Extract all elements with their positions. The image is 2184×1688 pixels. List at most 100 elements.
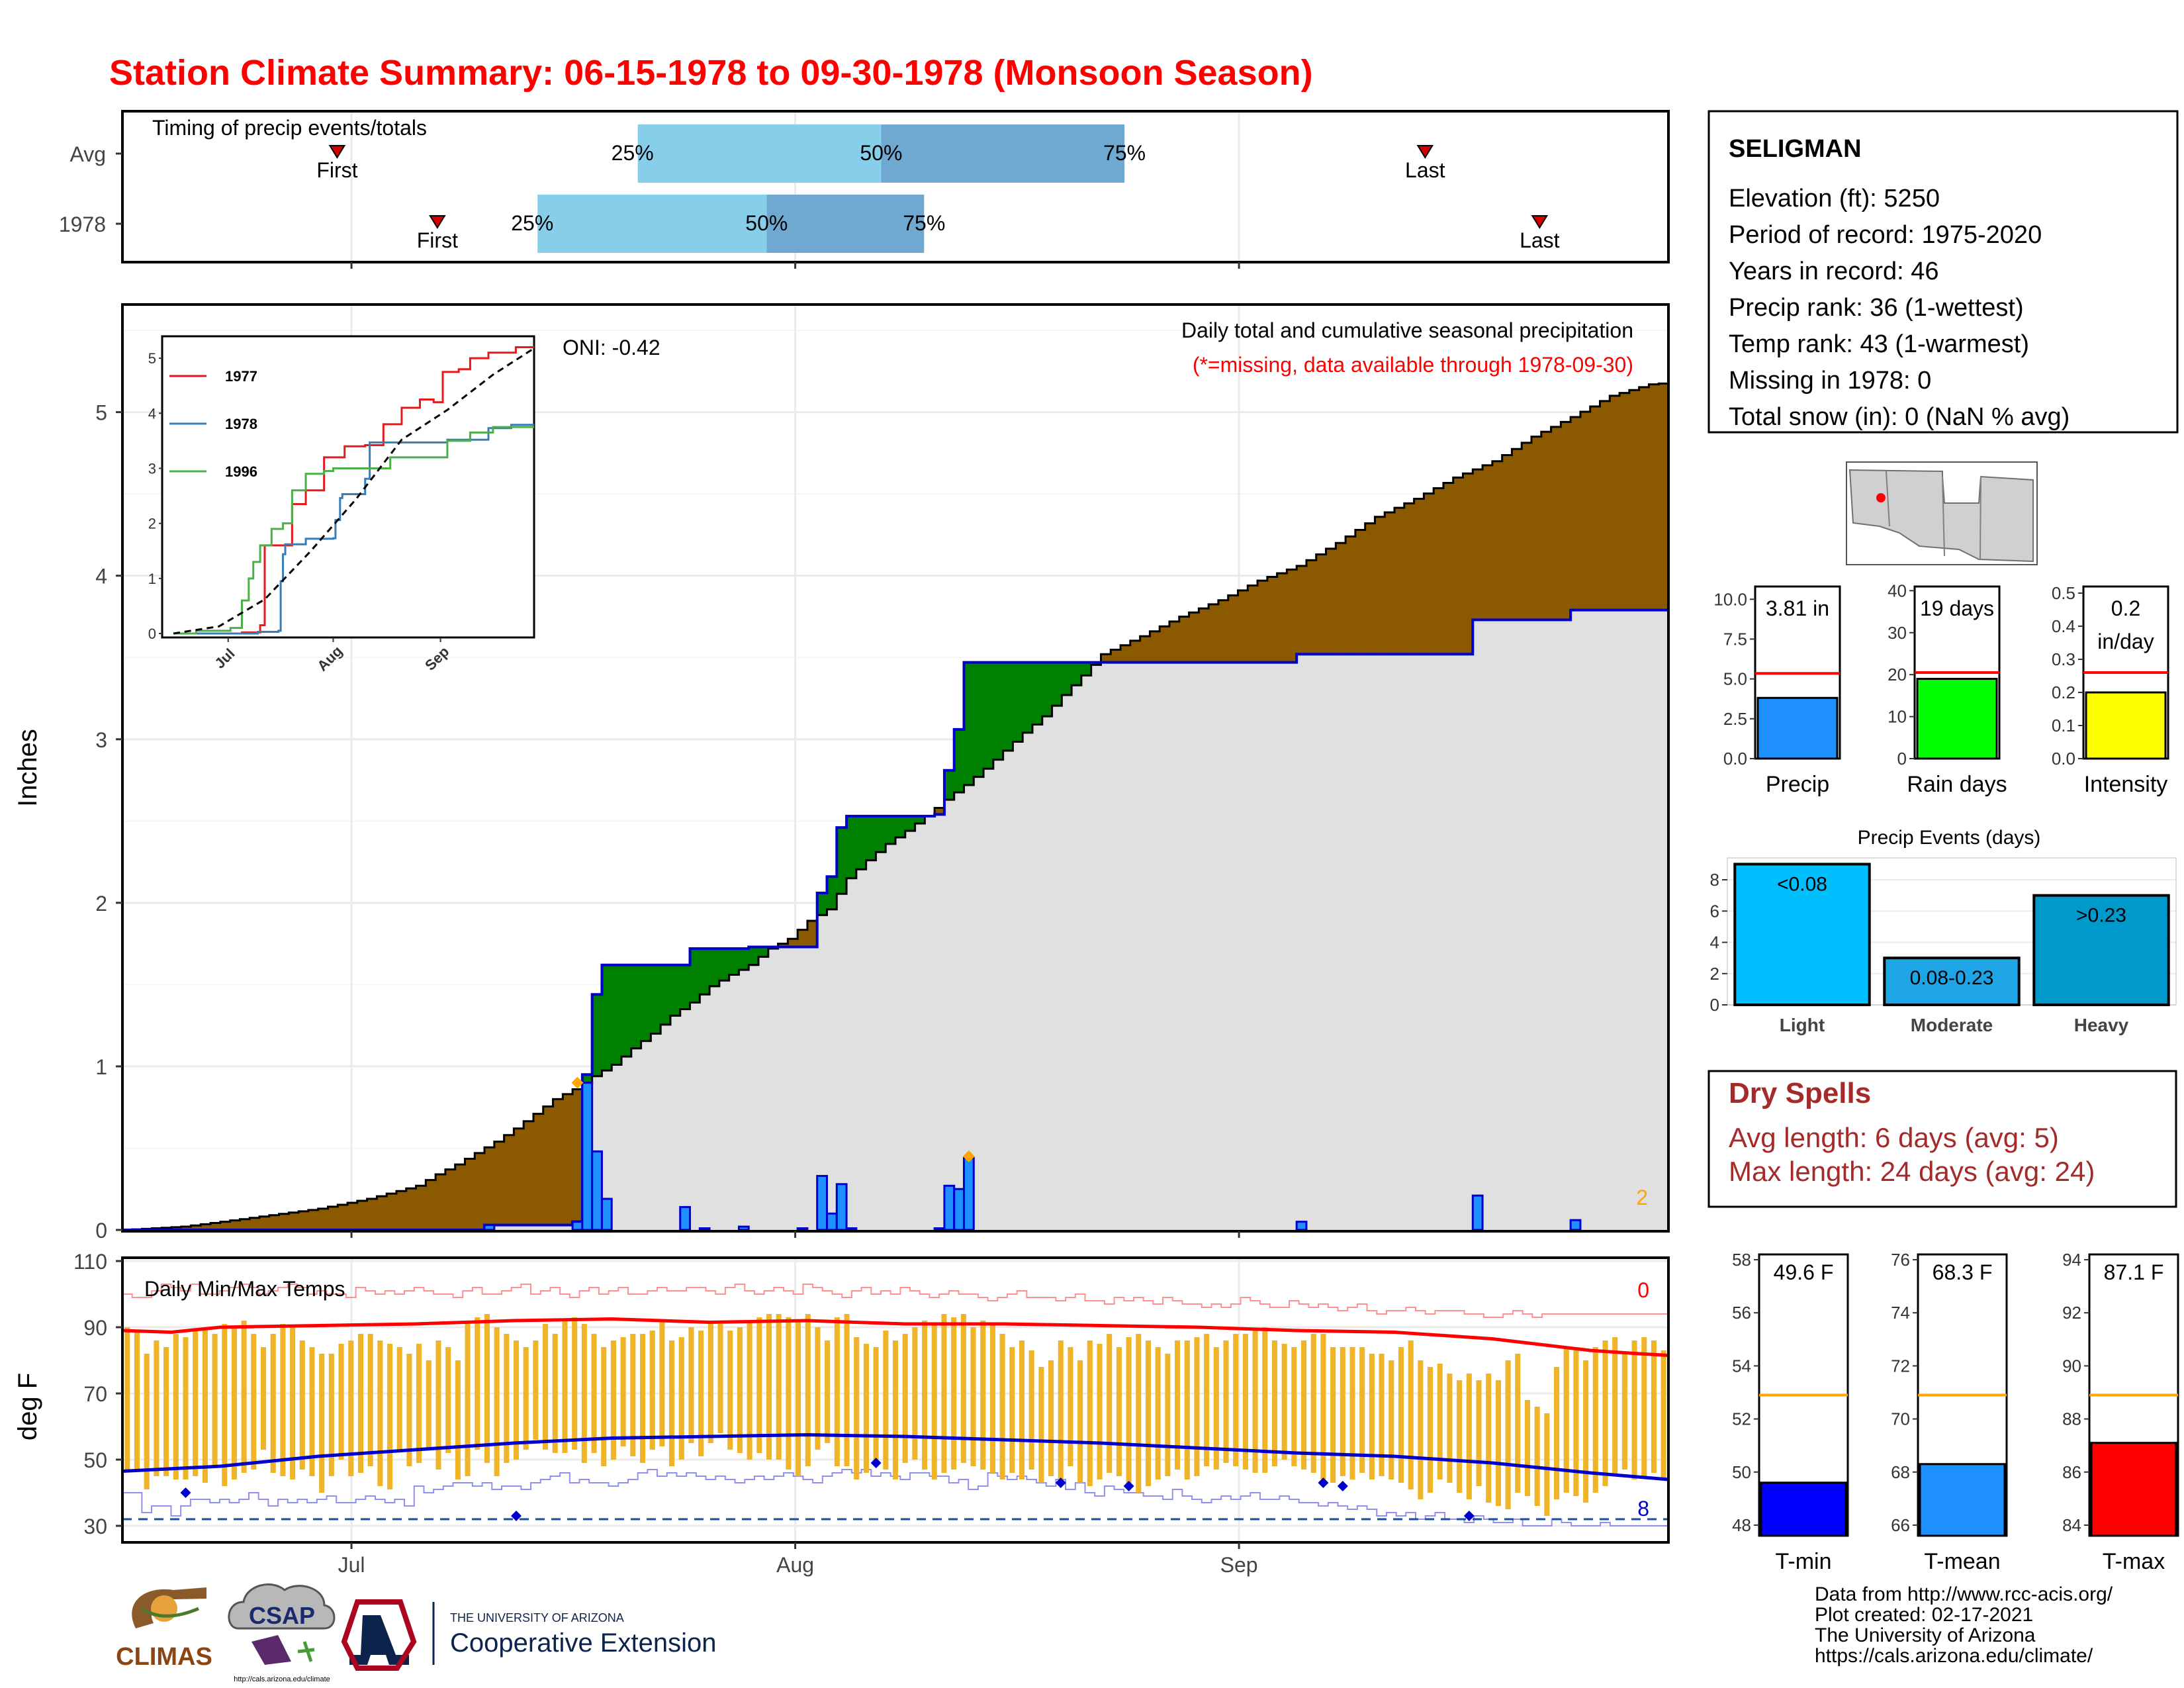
daily-temp-range-bar bbox=[543, 1324, 549, 1450]
deficit-area bbox=[445, 1169, 456, 1230]
daily-precip-bar bbox=[1295, 1221, 1308, 1231]
timing-p75-label: 75% bbox=[1103, 141, 1146, 165]
temp-chart-tick-label: 48 bbox=[1732, 1515, 1751, 1535]
daily-temp-range-bar bbox=[1379, 1354, 1385, 1476]
daily-precip-bar bbox=[835, 1183, 848, 1231]
surplus-area bbox=[983, 662, 994, 769]
daily-precip-bar bbox=[698, 1227, 711, 1231]
deficit-area bbox=[1463, 473, 1473, 655]
events-category-label: Heavy bbox=[2074, 1015, 2129, 1035]
daily-temp-range-bar bbox=[649, 1331, 655, 1450]
deficit-area bbox=[1336, 543, 1346, 655]
deficit-area bbox=[1355, 530, 1366, 655]
daily-temp-range-bar bbox=[173, 1334, 179, 1479]
daily-temp-range-bar bbox=[144, 1354, 150, 1489]
daily-temp-range-bar bbox=[883, 1331, 889, 1470]
deficit-area bbox=[1590, 406, 1601, 610]
daily-temp-range-bar bbox=[960, 1314, 966, 1463]
record-low-marker bbox=[1463, 1511, 1475, 1521]
surplus-area bbox=[915, 816, 925, 824]
deficit-area bbox=[1580, 411, 1591, 610]
footer-line: Data from http://www.rcc-acis.org/ bbox=[1815, 1583, 2113, 1605]
deficit-area bbox=[1502, 455, 1512, 620]
timing-last-marker bbox=[1416, 145, 1434, 159]
inset-series-line bbox=[173, 426, 534, 635]
events-tick-label: 4 bbox=[1710, 933, 1719, 953]
deficit-area bbox=[240, 1219, 250, 1230]
daily-temp-range-bar bbox=[1009, 1347, 1015, 1473]
daily-precip-bar bbox=[933, 1227, 946, 1231]
temp-chart-tick-label: 52 bbox=[1732, 1409, 1751, 1429]
daily-temp-range-bar bbox=[581, 1324, 587, 1463]
daily-temp-range-bar bbox=[552, 1334, 558, 1453]
temp-count-top: 0 bbox=[1637, 1278, 1649, 1302]
surplus-area bbox=[631, 964, 642, 1049]
daily-temp-range-bar bbox=[475, 1317, 480, 1450]
daily-precip-bar bbox=[826, 1212, 838, 1231]
daily-temp-range-bar bbox=[1466, 1374, 1472, 1499]
daily-temp-range-bar bbox=[1116, 1347, 1122, 1476]
daily-temp-range-bar bbox=[328, 1354, 334, 1476]
surplus-area bbox=[1062, 662, 1072, 696]
events-tick-label: 6 bbox=[1710, 901, 1719, 921]
deficit-area bbox=[1629, 390, 1640, 610]
deficit-area bbox=[1561, 422, 1571, 620]
surplus-area bbox=[1032, 662, 1043, 725]
daily-temp-range-bar bbox=[1457, 1380, 1463, 1493]
mini-chart-value-bar bbox=[1916, 678, 1998, 760]
precip-corner-count: 2 bbox=[1636, 1186, 1648, 1209]
daily-precip-bar bbox=[796, 1227, 809, 1231]
events-bars: 8 6 4 2 0 <0.08 Light 0.08-0.23 Moderate >0.23 Hea… bbox=[1710, 857, 2177, 1035]
station-detail-line: Temp rank: 43 (1-warmest) bbox=[1729, 330, 2029, 358]
deficit-area bbox=[1482, 465, 1493, 620]
deficit-area bbox=[475, 1152, 485, 1230]
dry-spells-max: Max length: 24 days (avg: 24) bbox=[1729, 1156, 2095, 1187]
mini-chart-label: Rain days bbox=[1907, 772, 2007, 797]
daily-temp-range-bar bbox=[280, 1324, 286, 1476]
station-detail-line: Total snow (in): 0 (NaN % avg) bbox=[1729, 403, 2070, 431]
timing-bar-25-50 bbox=[637, 124, 882, 183]
daily-temp-range-bar bbox=[1097, 1344, 1103, 1479]
observed-cumulative-area bbox=[122, 610, 1668, 1230]
page-title: Station Climate Summary: 06-15-1978 to 0… bbox=[109, 53, 1313, 93]
daily-temp-range-bar bbox=[270, 1334, 276, 1473]
dry-spells-title: Dry Spells bbox=[1729, 1077, 1871, 1109]
deficit-area bbox=[435, 1174, 446, 1230]
deficit-area bbox=[1375, 516, 1385, 655]
surplus-area bbox=[886, 816, 896, 844]
deficit-area bbox=[1639, 387, 1649, 610]
timing-row-label: 1978 bbox=[59, 212, 106, 236]
surplus-area bbox=[641, 964, 651, 1041]
daily-temp-range-bar bbox=[1661, 1350, 1666, 1479]
daily-temp-range-bar bbox=[1165, 1354, 1171, 1476]
daily-temp-range-bar bbox=[455, 1360, 461, 1479]
deficit-area bbox=[1473, 469, 1483, 620]
daily-temp-range-bar bbox=[737, 1327, 743, 1453]
daily-temp-range-bar bbox=[465, 1321, 471, 1476]
daily-temp-range-bar bbox=[1631, 1340, 1637, 1479]
precip-events-chart: Precip Events (days) 8 6 4 2 0 <0.08 Light 0.08… bbox=[1710, 827, 2177, 1035]
deficit-area bbox=[347, 1202, 358, 1230]
temp-chart-value-bar bbox=[1919, 1463, 2006, 1537]
deficit-area bbox=[181, 1227, 191, 1230]
daily-temp-range-bar bbox=[1213, 1347, 1219, 1470]
surplus-area bbox=[993, 662, 1004, 760]
deficit-area bbox=[396, 1191, 407, 1230]
station-details: Elevation (ft): 5250 Period of record: 19… bbox=[1729, 185, 2070, 431]
surplus-area bbox=[1071, 662, 1082, 686]
temp-chart-tick-label: 50 bbox=[1732, 1462, 1751, 1482]
daily-temp-range-bar bbox=[1068, 1347, 1073, 1466]
daily-precip-bar bbox=[953, 1188, 965, 1231]
mini-chart-label: Precip bbox=[1766, 772, 1829, 797]
deficit-area bbox=[807, 921, 818, 947]
station-location-dot bbox=[1876, 493, 1886, 502]
record-low-marker bbox=[1337, 1481, 1348, 1491]
timing-p75-label: 75% bbox=[903, 211, 945, 235]
deficit-area bbox=[220, 1221, 231, 1230]
csap-logo: CSAP http://cals.arizona.edu/climate bbox=[228, 1583, 336, 1683]
daily-temp-range-bar bbox=[1330, 1347, 1336, 1483]
station-detail-line: Elevation (ft): 5250 bbox=[1729, 185, 1940, 212]
precip-y-tick-label: 2 bbox=[95, 892, 107, 915]
daily-temp-range-bar bbox=[1320, 1334, 1326, 1479]
surplus-area bbox=[846, 816, 857, 878]
